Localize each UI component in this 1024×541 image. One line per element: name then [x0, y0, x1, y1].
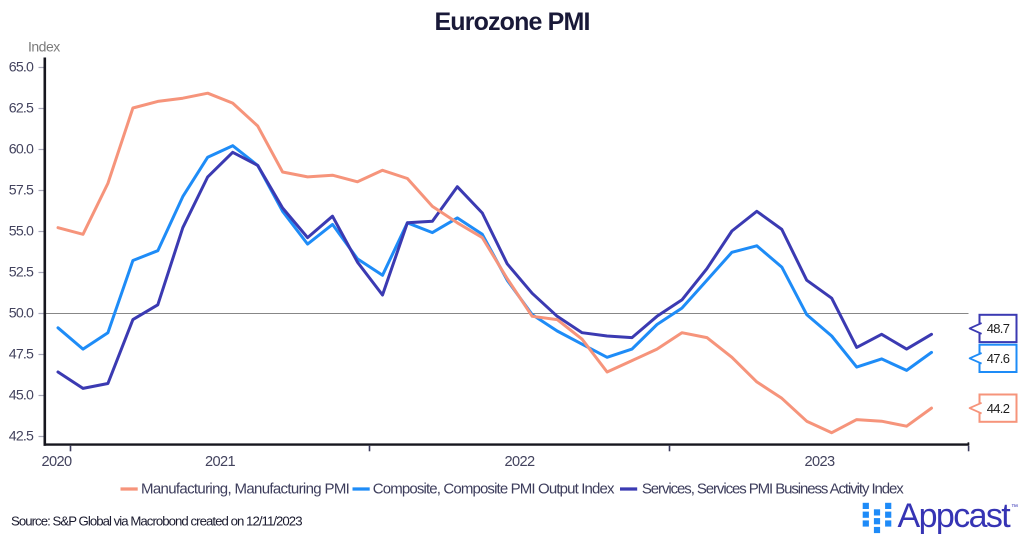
- svg-text:Appcast: Appcast: [898, 497, 1012, 535]
- svg-text:2020: 2020: [41, 454, 72, 470]
- svg-text:42.5: 42.5: [9, 429, 34, 445]
- svg-text:65.0: 65.0: [9, 60, 34, 76]
- svg-text:45.0: 45.0: [9, 388, 34, 404]
- svg-text:50.0: 50.0: [9, 306, 34, 322]
- svg-text:™: ™: [1011, 504, 1018, 511]
- svg-text:Composite, Composite PMI Outpu: Composite, Composite PMI Output Index: [373, 481, 615, 498]
- svg-text:2023: 2023: [804, 454, 835, 470]
- svg-text:Index: Index: [28, 38, 60, 54]
- svg-text:55.0: 55.0: [9, 224, 34, 240]
- svg-text:2022: 2022: [504, 454, 535, 470]
- svg-text:Source: S&P Global via Macrobo: Source: S&P Global via Macrobond created…: [11, 514, 302, 529]
- svg-text:Manufacturing, Manufacturing P: Manufacturing, Manufacturing PMI: [141, 481, 349, 498]
- svg-text:52.5: 52.5: [9, 265, 34, 281]
- svg-text:60.0: 60.0: [9, 142, 34, 158]
- svg-text:48.7: 48.7: [987, 321, 1010, 336]
- svg-text:44.2: 44.2: [987, 401, 1010, 416]
- svg-text:47.6: 47.6: [987, 351, 1010, 366]
- svg-text:2021: 2021: [205, 454, 236, 470]
- svg-text:57.5: 57.5: [9, 183, 34, 199]
- svg-text:Eurozone PMI: Eurozone PMI: [434, 8, 589, 36]
- svg-text:62.5: 62.5: [9, 101, 34, 117]
- svg-text:47.5: 47.5: [9, 347, 34, 363]
- svg-text:Services, Services PMI Busines: Services, Services PMI Business Activity…: [642, 481, 904, 498]
